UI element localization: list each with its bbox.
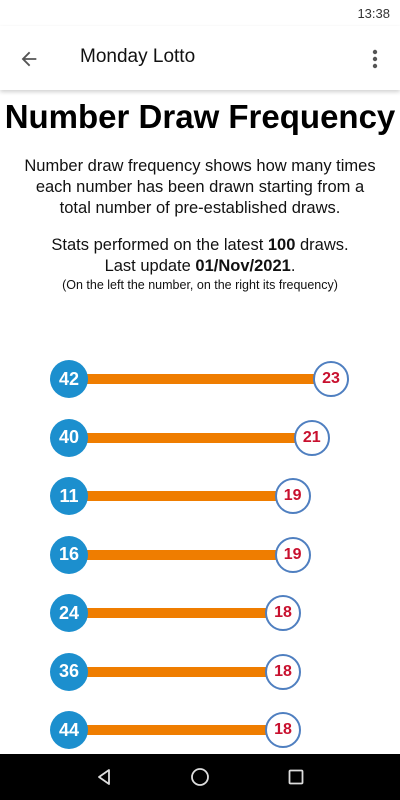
circle-home-icon: [191, 768, 209, 786]
update-date: 01/Nov/2021: [195, 257, 291, 275]
frequency-ball: 18: [265, 595, 301, 631]
overflow-menu-button[interactable]: [362, 44, 388, 74]
frequency-bar: [80, 432, 312, 443]
frequency-bar: [80, 491, 293, 501]
frequency-bar: [80, 608, 283, 618]
frequency-bar: [80, 725, 283, 735]
content-area[interactable]: Number Draw Frequency Number draw freque…: [0, 90, 400, 754]
page-description: Number draw frequency shows how many tim…: [24, 157, 376, 217]
update-prefix: Last update: [104, 257, 196, 275]
stats-line: Stats performed on the latest 100 draws.…: [0, 235, 400, 277]
frequency-bar: [80, 374, 331, 384]
frequency-row: 16 19: [0, 535, 400, 576]
frequency-ball: 19: [274, 536, 311, 573]
frequency-ball: 18: [265, 653, 301, 690]
stats-count: 100: [267, 236, 296, 254]
frequency-row: 44 18: [0, 711, 400, 751]
nav-back-button[interactable]: [91, 764, 117, 790]
frequency-row: 36 18: [0, 652, 400, 693]
frequency-row: 42 23: [0, 360, 400, 400]
frequency-row: 24 18: [0, 594, 400, 634]
status-time: 13:38: [357, 6, 390, 21]
square-recents-icon: [288, 769, 304, 785]
nav-recents-button[interactable]: [283, 764, 309, 790]
number-ball: 24: [50, 594, 88, 632]
frequency-ball: 21: [293, 419, 330, 456]
number-ball: 36: [50, 652, 88, 691]
frequency-row: 40 21: [0, 418, 400, 459]
legend-hint: (On the left the number, on the right it…: [62, 278, 338, 292]
status-bar: 13:38: [0, 0, 400, 26]
number-ball: 11: [50, 477, 88, 515]
number-ball: 42: [50, 360, 88, 398]
arrow-left-icon: [21, 51, 37, 67]
app-bar: Monday Lotto: [0, 26, 400, 90]
back-button[interactable]: [14, 44, 44, 74]
stats-prefix: Stats performed on the latest: [51, 236, 268, 254]
more-vertical-icon: [372, 49, 378, 69]
frequency-ball: 19: [274, 478, 311, 514]
frequency-ball: 18: [265, 712, 301, 748]
triangle-back-icon: [98, 769, 110, 785]
frequency-bar: [80, 549, 293, 560]
frequency-row: 11 19: [0, 477, 400, 517]
frequency-ball: 23: [313, 361, 349, 397]
number-ball: 44: [50, 711, 88, 749]
number-ball: 16: [50, 535, 88, 574]
frequency-bar: [80, 666, 283, 677]
app-title: Monday Lotto: [80, 46, 196, 67]
page-title: Number Draw Frequency: [4, 98, 396, 135]
nav-home-button[interactable]: [187, 764, 213, 790]
system-nav-bar: [0, 754, 400, 800]
update-suffix: .: [290, 257, 296, 275]
stats-suffix: draws.: [295, 236, 349, 254]
number-ball: 40: [50, 418, 88, 457]
